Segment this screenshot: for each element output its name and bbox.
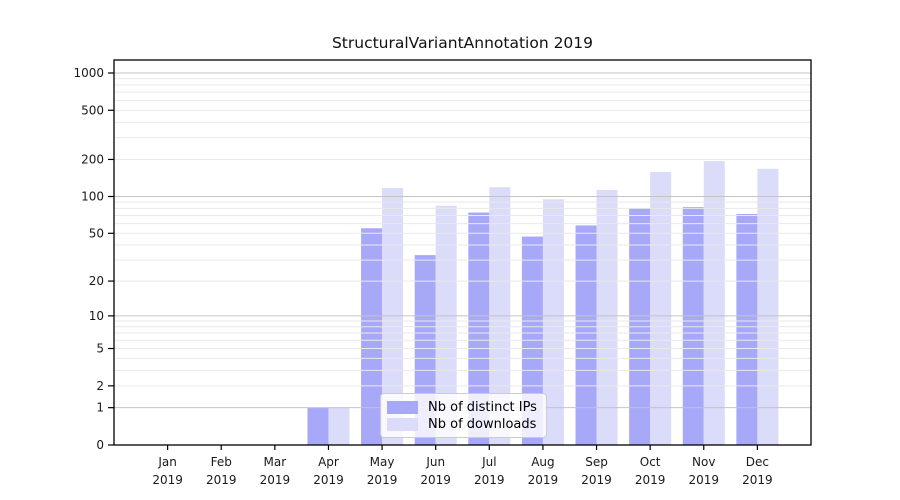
legend-item-distinct-ips: Nb of distinct IPs bbox=[387, 399, 538, 415]
x-tick-label-month: Feb bbox=[211, 455, 232, 469]
y-tick-label: 2 bbox=[96, 379, 104, 393]
y-tick-label: 20 bbox=[89, 274, 104, 288]
x-tick-label-year: 2019 bbox=[742, 473, 773, 487]
legend-label-downloads: Nb of downloads bbox=[428, 416, 537, 432]
y-tick-label: 100 bbox=[81, 190, 104, 204]
legend-item-downloads: Nb of downloads bbox=[387, 416, 538, 432]
x-tick-label-month: Jan bbox=[157, 455, 177, 469]
bar-downloads-nov bbox=[703, 161, 725, 445]
x-tick-label-year: 2019 bbox=[152, 473, 183, 487]
legend: Nb of distinct IPs Nb of downloads bbox=[380, 393, 547, 438]
x-tick-label-month: Sep bbox=[585, 455, 608, 469]
x-tick-label-year: 2019 bbox=[206, 473, 237, 487]
legend-label-distinct-ips: Nb of distinct IPs bbox=[428, 399, 537, 415]
x-tick-label-month: May bbox=[370, 455, 395, 469]
x-tick-label-year: 2019 bbox=[367, 473, 398, 487]
downloads-swatch-icon bbox=[387, 417, 418, 431]
bar-distinct-ips-sep bbox=[575, 225, 597, 445]
x-tick-label-year: 2019 bbox=[635, 473, 666, 487]
x-tick-label-month: Apr bbox=[318, 455, 339, 469]
bar-downloads-sep bbox=[596, 189, 618, 445]
bar-downloads-jun bbox=[435, 205, 457, 445]
y-tick-label: 0 bbox=[96, 438, 104, 452]
y-tick-label: 10 bbox=[89, 309, 104, 323]
bar-distinct-ips-may bbox=[361, 228, 383, 445]
y-tick-label: 5 bbox=[96, 342, 104, 356]
y-tick-label: 500 bbox=[81, 103, 104, 117]
bar-downloads-oct bbox=[650, 172, 672, 445]
axes-spines bbox=[113, 59, 812, 446]
x-tick-label-year: 2019 bbox=[313, 473, 344, 487]
x-tick-label-month: Mar bbox=[264, 455, 287, 469]
bar-downloads-may bbox=[382, 188, 404, 446]
x-tick-label-year: 2019 bbox=[260, 473, 291, 487]
x-tick-label-month: Jul bbox=[481, 455, 496, 469]
x-tick-label-year: 2019 bbox=[420, 473, 451, 487]
distinct-ips-swatch-icon bbox=[387, 400, 418, 414]
y-tick-label: 50 bbox=[89, 226, 104, 240]
x-tick-label-month: Oct bbox=[640, 455, 661, 469]
bar-distinct-ips-jul bbox=[468, 212, 490, 445]
x-tick-label-year: 2019 bbox=[688, 473, 719, 487]
x-tick-label-month: Nov bbox=[692, 455, 715, 469]
x-tick-label-year: 2019 bbox=[528, 473, 559, 487]
bar-downloads-apr bbox=[328, 407, 350, 445]
bar-distinct-ips-dec bbox=[736, 213, 758, 445]
bar-downloads-dec bbox=[757, 168, 779, 445]
bar-distinct-ips-apr bbox=[307, 407, 329, 445]
x-tick-label-month: Dec bbox=[746, 455, 769, 469]
x-tick-label-year: 2019 bbox=[474, 473, 505, 487]
x-tick-label-month: Jun bbox=[425, 455, 445, 469]
bar-distinct-ips-aug bbox=[521, 236, 543, 445]
y-tick-label: 200 bbox=[81, 152, 104, 166]
bar-distinct-ips-nov bbox=[682, 207, 704, 445]
y-tick-label: 1000 bbox=[73, 66, 104, 80]
y-tick-label: 1 bbox=[96, 401, 104, 415]
x-tick-label-year: 2019 bbox=[581, 473, 612, 487]
x-tick-label-month: Aug bbox=[531, 455, 554, 469]
bar-downloads-aug bbox=[542, 199, 564, 445]
chart-title: StructuralVariantAnnotation 2019 bbox=[331, 34, 594, 52]
